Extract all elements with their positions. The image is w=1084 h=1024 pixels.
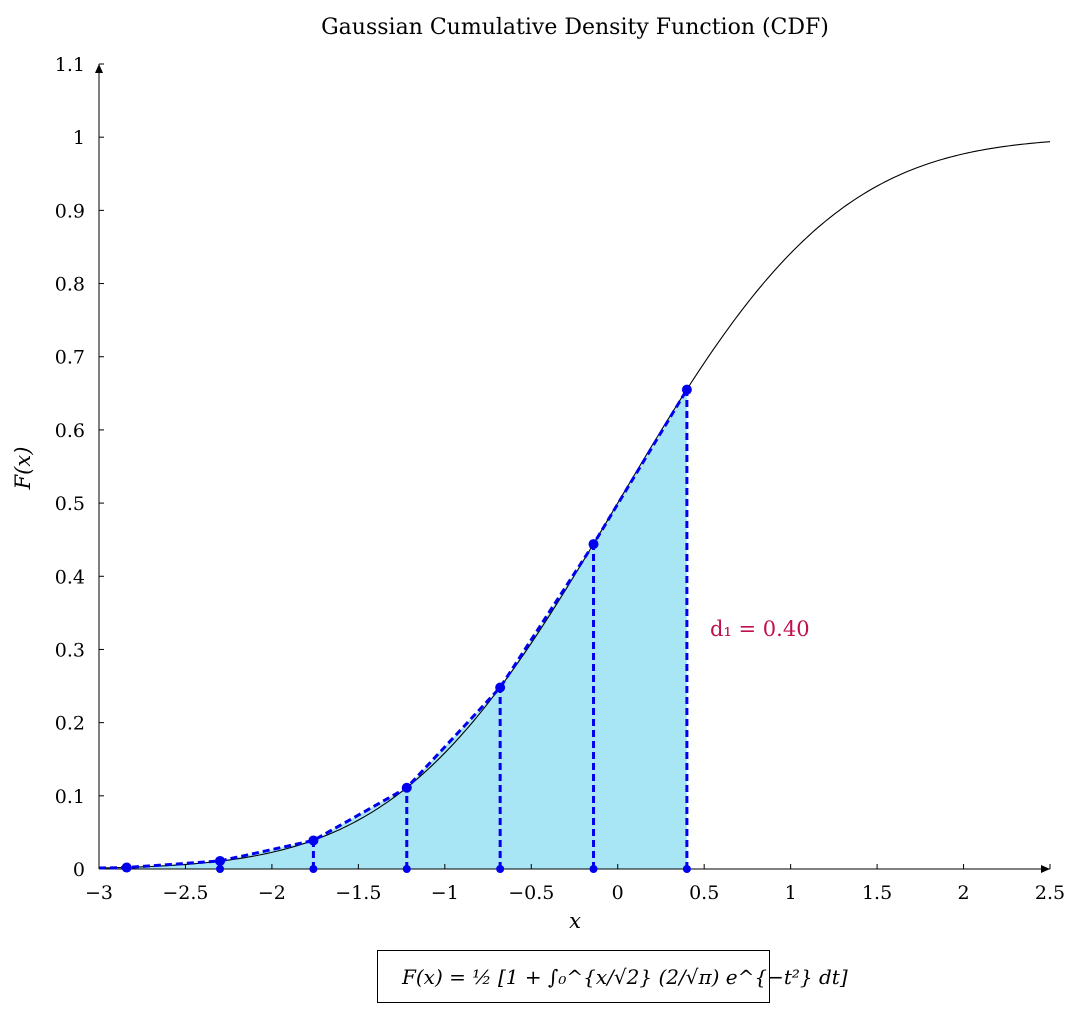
x-axis-label: x [569,909,581,933]
data-point [215,855,226,866]
base-point [589,865,598,873]
legend: F(x) = ½ [1 + ∫₀^{x/√2} (2/√π) e^{−t²} d… [377,950,848,1003]
tick-labels: −3 −2.5 −2 −1.5 −1 −0.5 0 0.5 1 1.5 2 2.5 0 0.1 0.2 0.3… [55,54,1065,904]
x-tick-label: −2 [258,882,286,904]
x-axis-arrow [1041,865,1050,873]
x-tick-label: −3 [85,882,113,904]
x-tick-label: 1 [785,882,797,904]
x-tick-label: −2.5 [162,882,208,904]
x-tick-label: 0 [612,882,624,904]
x-tick-label: 0.5 [689,882,719,904]
area-fill [99,389,687,869]
data-point [308,835,319,846]
data-point [121,862,132,873]
shaded-area [99,389,687,869]
y-tick-label: 0.1 [55,786,85,808]
chart-title: Gaussian Cumulative Density Function (CD… [321,15,829,40]
y-tick-label: 0.4 [55,566,85,588]
approximation-line [98,388,689,870]
y-tick-label: 1.1 [55,54,85,76]
base-point [402,865,411,873]
y-tick-label: 0.9 [55,200,85,222]
d1-annotation: d₁ = 0.40 [710,617,810,641]
data-point [495,682,506,693]
data-point [588,539,599,550]
axes [95,63,1051,873]
base-point [682,865,691,873]
y-tick-label: 0.8 [55,274,85,296]
x-tick-label: −1 [431,882,459,904]
x-tick-label: −0.5 [508,882,554,904]
data-point [681,384,692,395]
x-tick-label: 2 [957,882,969,904]
base-point [216,865,225,873]
approximation-series [98,384,692,873]
y-tick-label: 1 [73,127,85,149]
data-point [401,782,412,793]
y-tick-label: 0.3 [55,639,85,661]
y-tick-label: 0.6 [55,420,85,442]
y-tick-label: 0.2 [55,713,85,735]
legend-label: F(x) = ½ [1 + ∫₀^{x/√2} (2/√π) e^{−t²} d… [402,964,848,989]
x-tick-label: 2.5 [1035,882,1065,904]
y-axis-arrow [95,64,103,73]
x-tick-label: −1.5 [335,882,381,904]
base-point [496,865,505,873]
x-tick-label: 1.5 [862,882,892,904]
y-tick-label: 0.7 [55,347,85,369]
y-tick-label: 0.5 [55,493,85,515]
y-axis-label: F(x) [11,447,35,491]
base-point [309,865,318,873]
y-tick-label: 0 [73,859,85,881]
